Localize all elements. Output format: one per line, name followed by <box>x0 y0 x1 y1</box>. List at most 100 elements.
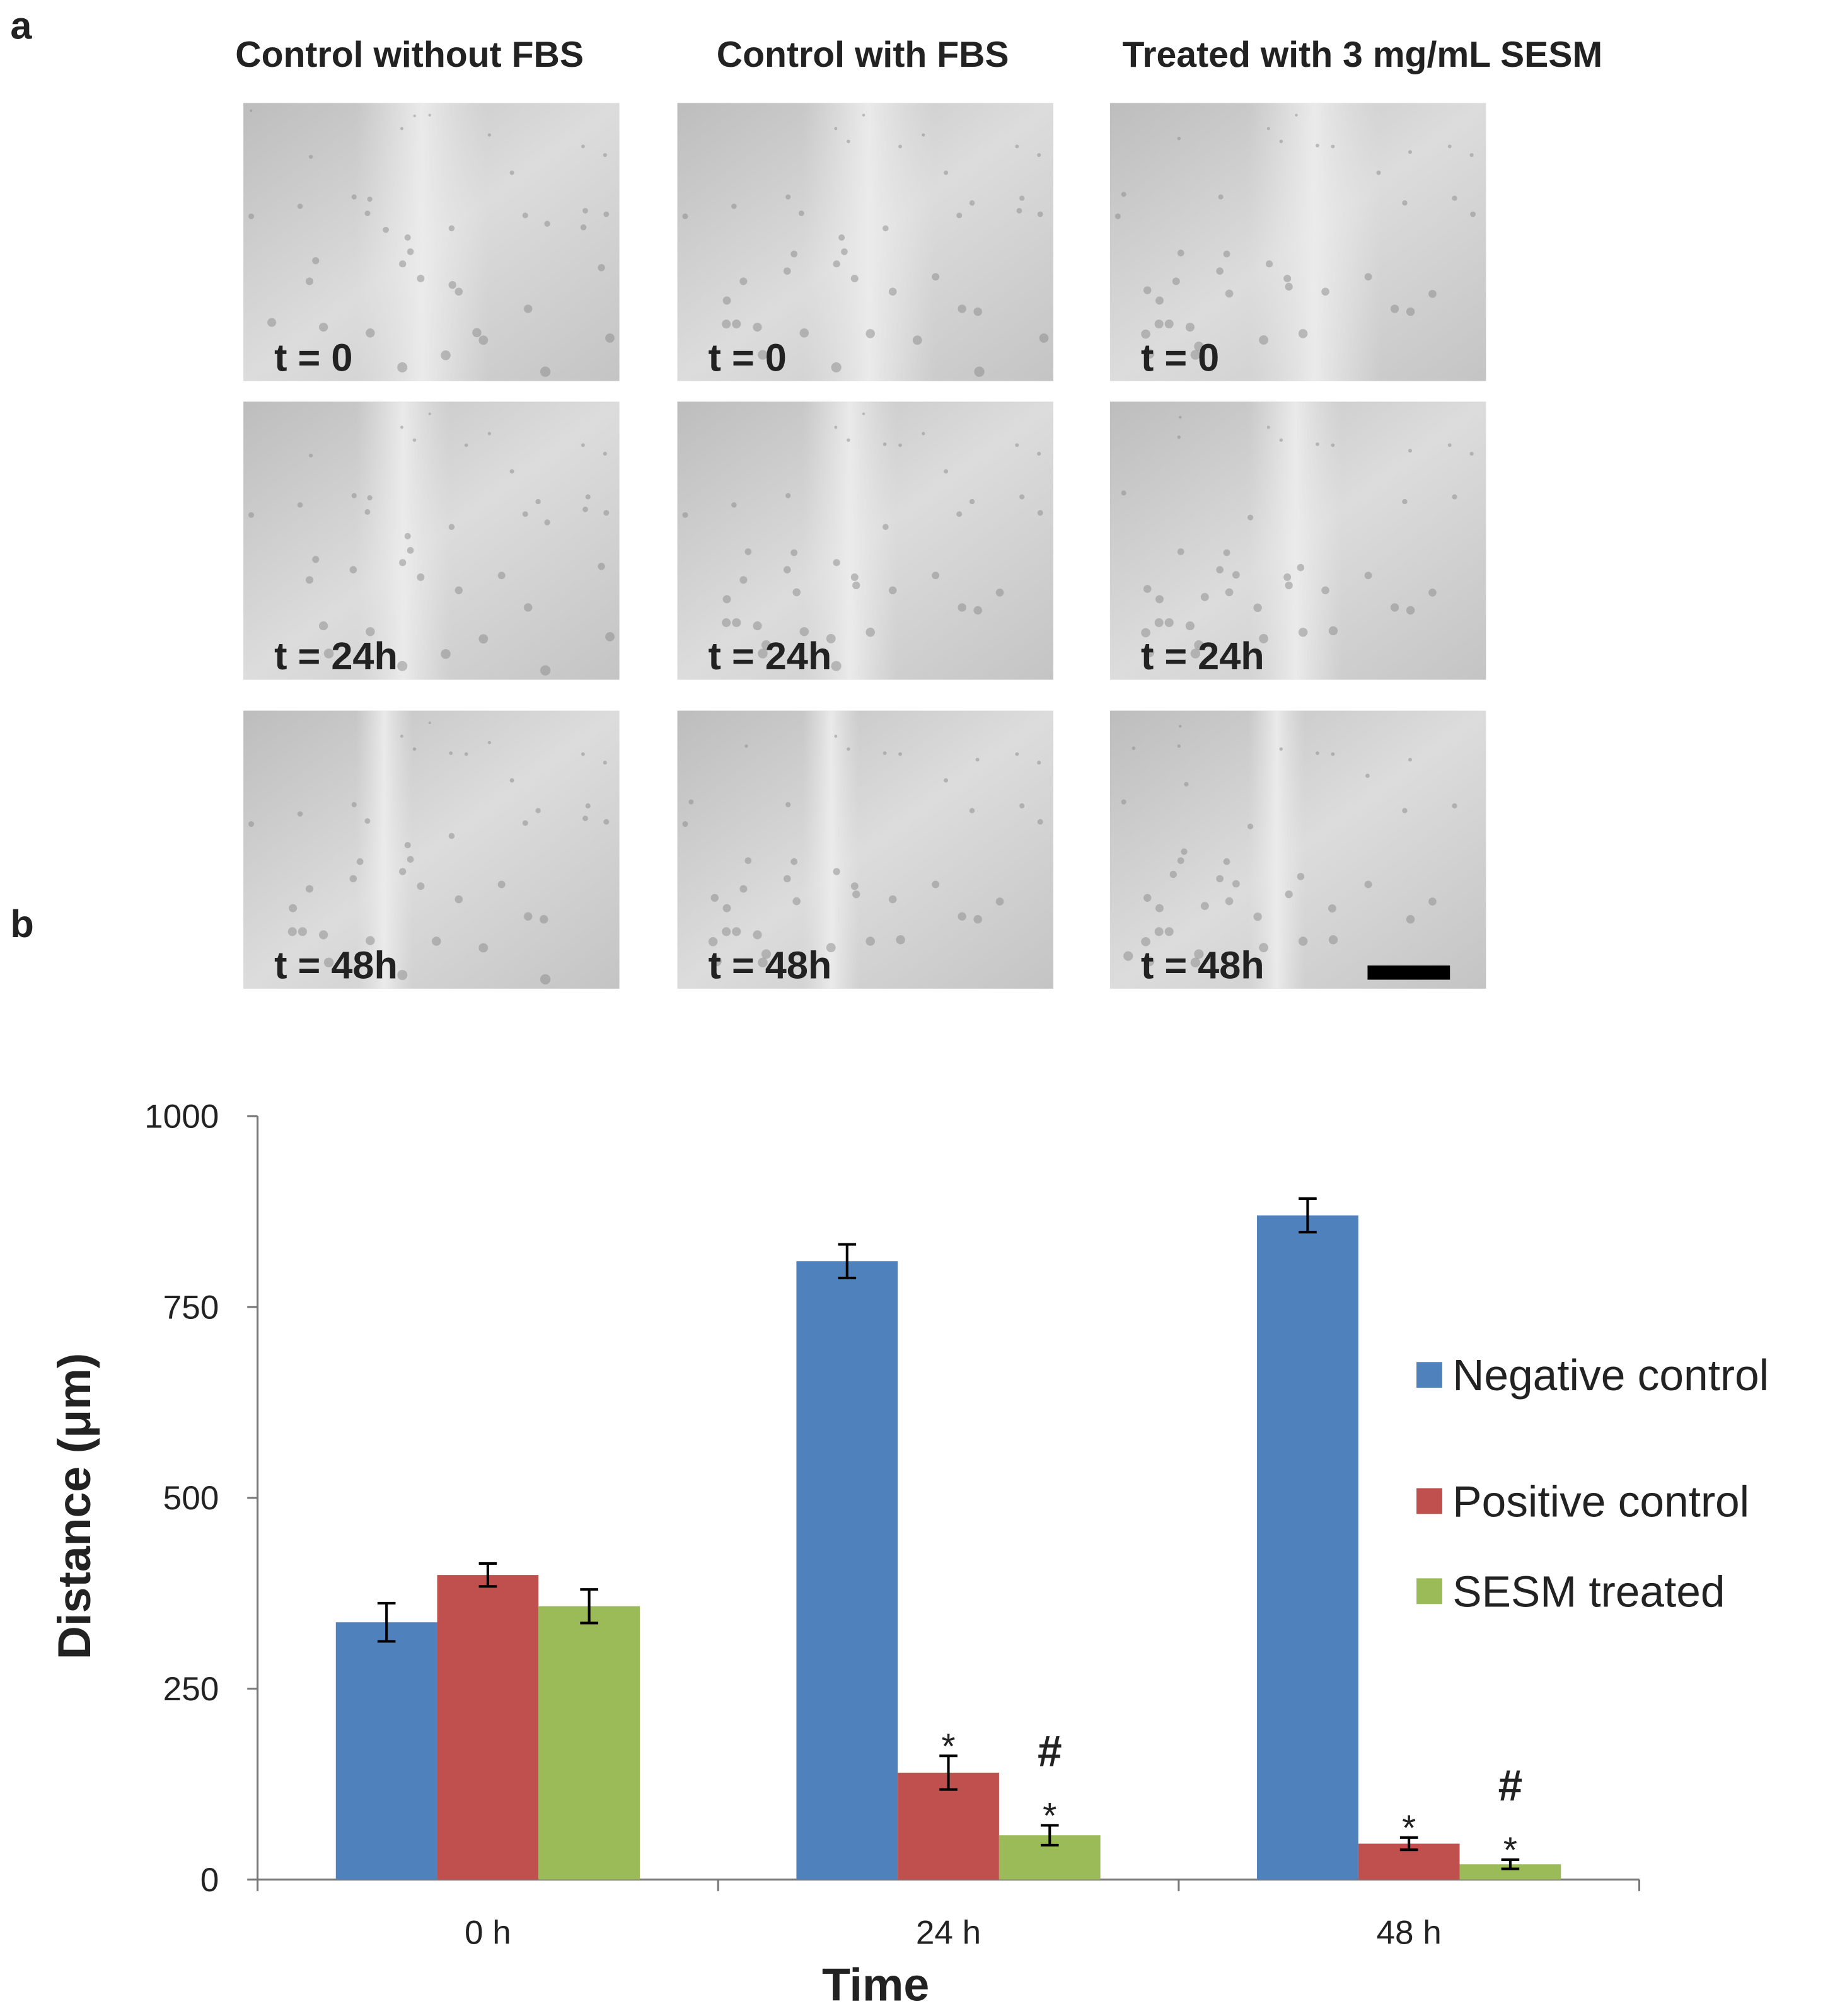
cell-speck <box>732 618 741 627</box>
cell-speck <box>397 970 408 981</box>
bar <box>796 1261 898 1880</box>
cell-speck <box>407 248 414 255</box>
cell-speck <box>1279 438 1283 442</box>
cell-speck <box>1019 494 1025 500</box>
cell-speck <box>248 512 255 518</box>
legend-label: Negative control <box>1452 1351 1769 1400</box>
cell-speck <box>1181 848 1188 855</box>
cell-speck <box>739 277 748 285</box>
cell-speck <box>790 250 798 258</box>
cell-speck <box>1144 956 1155 967</box>
cell-speck <box>308 453 313 458</box>
cell-speck <box>1190 957 1201 967</box>
cell-speck <box>1015 144 1019 149</box>
cell-speck <box>1390 304 1399 313</box>
cell-speck <box>1037 153 1041 158</box>
panel-label: a <box>10 4 32 47</box>
cell-speck <box>297 204 303 209</box>
cell-speck <box>400 127 403 130</box>
cell-speck <box>1470 211 1476 217</box>
cell-speck <box>956 511 963 517</box>
cell-speck <box>524 304 533 313</box>
significance-marker: * <box>1043 1796 1056 1836</box>
cell-speck <box>478 943 489 953</box>
cell-speck <box>448 524 455 531</box>
cell-speck <box>432 936 441 946</box>
micrograph-gap <box>1248 401 1343 680</box>
cell-speck <box>1177 435 1181 439</box>
cell-speck <box>1037 761 1041 765</box>
cell-speck <box>995 588 1004 597</box>
cell-speck <box>847 747 850 751</box>
cell-speck <box>1283 573 1292 581</box>
cell-speck <box>1225 289 1234 298</box>
legend-swatch <box>1416 1362 1442 1388</box>
cell-speck <box>783 875 791 883</box>
cell-speck <box>1406 915 1415 924</box>
cell-speck <box>898 752 902 756</box>
cell-speck <box>847 139 850 144</box>
cell-speck <box>305 576 313 584</box>
cell-speck <box>404 234 411 241</box>
cell-speck <box>744 548 752 555</box>
cell-speck <box>1297 563 1305 572</box>
micrograph-gap <box>356 103 488 381</box>
cell-speck <box>1402 200 1408 206</box>
panel-a: Control without FBS Control with FBS Treat… <box>235 35 1602 989</box>
cell-speck <box>1141 937 1150 947</box>
error-bar <box>580 1588 598 1625</box>
cell-speck <box>1132 746 1136 750</box>
cell-speck <box>888 895 897 904</box>
cell-speck <box>1328 626 1338 636</box>
cell-speck <box>1447 144 1452 149</box>
cell-speck <box>367 196 373 202</box>
cell-speck <box>831 660 842 671</box>
cell-speck <box>524 912 533 921</box>
cell-speck <box>1143 894 1152 902</box>
cell-speck <box>1406 307 1415 316</box>
cell-speck <box>1190 350 1201 360</box>
cell-speck <box>834 734 838 738</box>
micrograph-gap <box>1248 710 1305 989</box>
cell-speck <box>753 621 762 631</box>
cell-speck <box>1283 274 1292 282</box>
cell-speck <box>888 586 897 595</box>
cell-speck <box>790 858 798 865</box>
cell-speck <box>399 559 407 567</box>
cell-speck <box>603 761 607 765</box>
cell-speck <box>682 821 688 827</box>
error-bar <box>1040 1824 1059 1846</box>
cell-speck <box>1141 329 1150 339</box>
cell-speck <box>1155 296 1164 305</box>
cell-speck <box>710 894 719 902</box>
cell-speck <box>248 821 255 827</box>
cell-speck <box>1037 510 1043 516</box>
cell-speck <box>581 443 585 447</box>
cell-speck <box>731 502 737 508</box>
cell-speck <box>785 802 791 807</box>
cell-speck <box>958 304 966 313</box>
cell-speck <box>1225 588 1234 597</box>
cell-speck <box>400 425 403 429</box>
x-tick-label: 0 h <box>465 1915 511 1952</box>
cell-speck <box>761 949 772 959</box>
cell-speck <box>865 936 875 946</box>
cell-speck <box>364 818 371 824</box>
cell-speck <box>973 606 982 615</box>
cell-speck <box>1218 194 1224 200</box>
cell-speck <box>364 509 371 515</box>
significance-marker: * <box>1402 1808 1416 1848</box>
image-label: t = 0 <box>274 336 352 379</box>
cell-speck <box>1331 443 1335 447</box>
cell-speck <box>1259 335 1268 345</box>
cell-speck <box>1469 153 1474 158</box>
error-bar <box>377 1601 396 1643</box>
cell-speck <box>250 109 253 112</box>
cell-speck <box>1316 144 1319 147</box>
cell-speck <box>540 665 551 676</box>
cell-speck <box>969 200 975 206</box>
y-tick-label: 1000 <box>144 1098 219 1135</box>
cell-speck <box>799 627 809 636</box>
cell-speck <box>585 803 591 809</box>
